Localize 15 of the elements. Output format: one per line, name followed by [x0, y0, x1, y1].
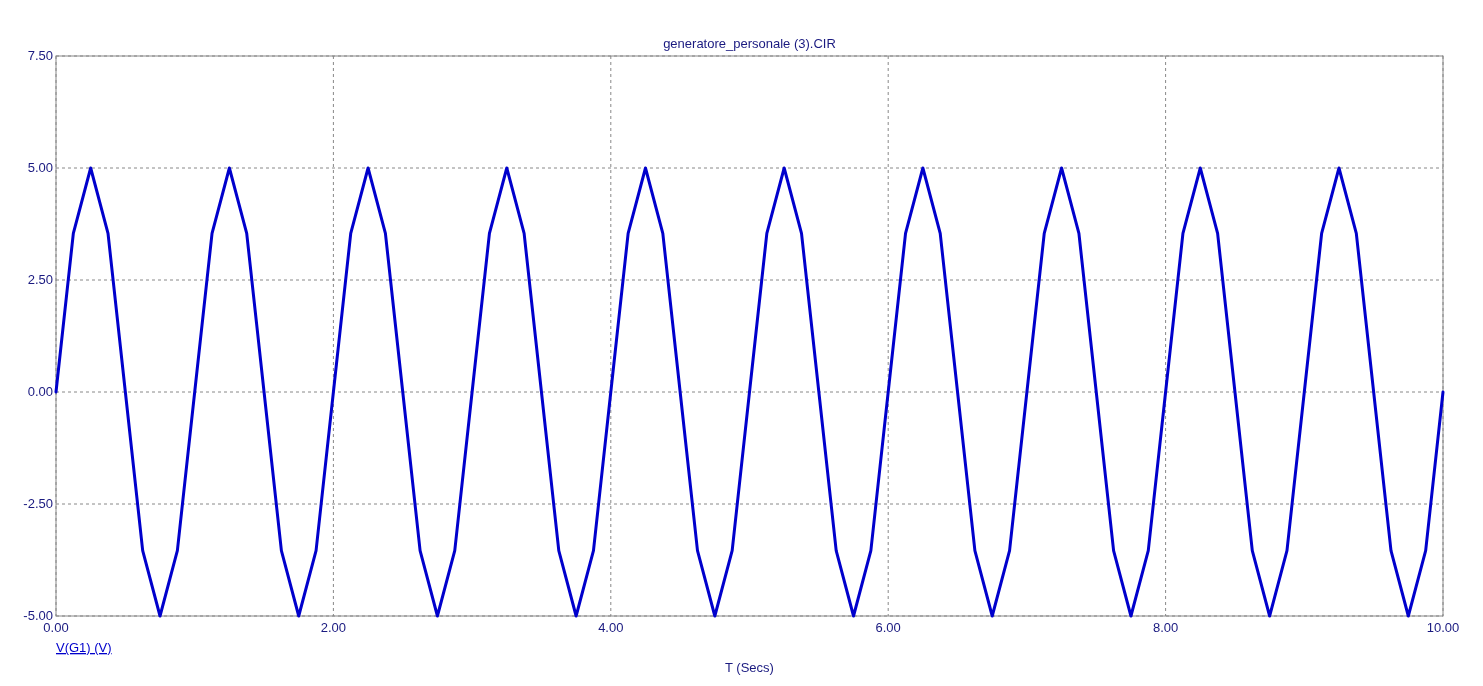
y-tick-label: -5.00: [23, 608, 53, 623]
y-tick-label: 0.00: [27, 384, 53, 399]
x-tick-label: 10.00: [1426, 620, 1460, 635]
x-tick-label: 4.00: [598, 620, 624, 635]
x-tick-label: 6.00: [875, 620, 901, 635]
x-tick-label: 2.00: [320, 620, 347, 635]
y-tick-label: -2.50: [23, 496, 53, 511]
y-tick-label: 7.50: [27, 48, 53, 63]
y-tick-label: 2.50: [27, 272, 53, 287]
text: V(G1) (V): [56, 640, 112, 655]
chart-title: generatore_personale (3).CIR: [663, 36, 836, 51]
x-tick-label: 0.00: [43, 620, 69, 635]
x-tick-label: 8.00: [1152, 620, 1179, 635]
y-tick-label: 5.00: [27, 160, 53, 175]
x-axis-title: T (Secs): [725, 660, 774, 675]
